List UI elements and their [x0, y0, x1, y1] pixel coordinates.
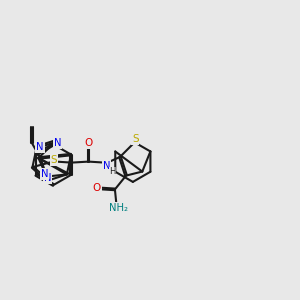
- Text: S: S: [51, 155, 57, 165]
- Text: S: S: [132, 134, 139, 144]
- Text: O: O: [93, 183, 101, 193]
- Text: N: N: [36, 142, 44, 152]
- Text: NH₂: NH₂: [109, 203, 128, 213]
- Text: N: N: [44, 173, 51, 183]
- Text: H: H: [110, 167, 116, 176]
- Text: N: N: [41, 169, 49, 179]
- Text: N: N: [103, 161, 110, 171]
- Text: O: O: [84, 138, 93, 148]
- Text: N: N: [54, 138, 62, 148]
